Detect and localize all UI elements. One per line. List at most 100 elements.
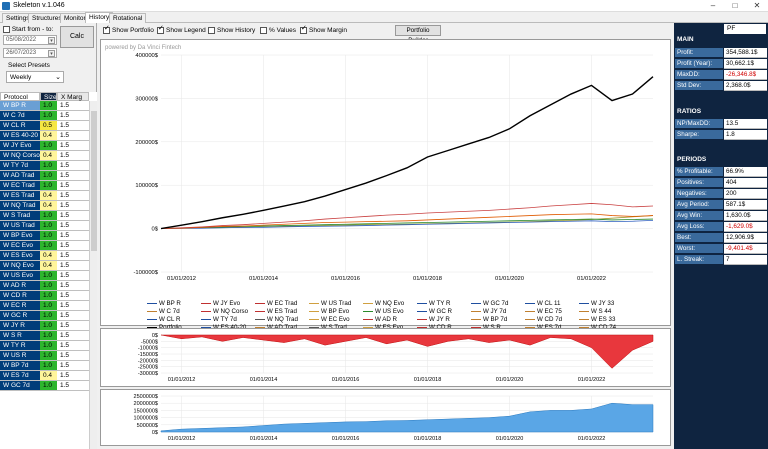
- table-row[interactable]: W ES Trad 0.4 1.5: [0, 191, 89, 201]
- protocol-cell[interactable]: W AD Trad: [0, 171, 40, 181]
- legend-item[interactable]: W S R: [471, 324, 501, 332]
- size-cell[interactable]: 1.0: [40, 141, 57, 151]
- legend-item[interactable]: W TY R: [417, 300, 450, 308]
- table-row[interactable]: W ES 7d 0.4 1.5: [0, 371, 89, 381]
- legend-item[interactable]: W JY 7d: [471, 308, 506, 316]
- xmarg-cell[interactable]: 1.5: [57, 101, 89, 111]
- minimize-icon[interactable]: –: [710, 1, 716, 10]
- table-row[interactable]: W AD Trad 1.0 1.5: [0, 171, 89, 181]
- calendar-dropdown-icon[interactable]: ▾: [48, 50, 55, 57]
- protocol-cell[interactable]: W CD R: [0, 291, 40, 301]
- size-cell[interactable]: 1.0: [40, 321, 57, 331]
- table-row[interactable]: W S R 1.0 1.5: [0, 331, 89, 341]
- size-cell[interactable]: 1.0: [40, 281, 57, 291]
- protocol-cell[interactable]: W BP Evo: [0, 231, 40, 241]
- table-row[interactable]: W C 7d 1.0 1.5: [0, 111, 89, 121]
- protocol-cell[interactable]: W US Trad: [0, 221, 40, 231]
- pct-values-option[interactable]: % Values: [260, 27, 296, 34]
- start-from-checkbox[interactable]: [3, 26, 10, 33]
- table-row[interactable]: W US Evo 1.0 1.5: [0, 271, 89, 281]
- protocol-cell[interactable]: W EC R: [0, 301, 40, 311]
- size-cell[interactable]: 0.4: [40, 371, 57, 381]
- size-cell[interactable]: 1.0: [40, 171, 57, 181]
- legend-item[interactable]: W US Trad: [309, 300, 351, 308]
- table-row[interactable]: W ES 40-20 0.4 1.5: [0, 131, 89, 141]
- size-cell[interactable]: 1.0: [40, 241, 57, 251]
- xmarg-cell[interactable]: 1.5: [57, 131, 89, 141]
- legend-item[interactable]: W JY 33: [579, 300, 614, 308]
- xmarg-cell[interactable]: 1.5: [57, 111, 89, 121]
- legend-item[interactable]: W ES Evo: [363, 324, 403, 332]
- legend-item[interactable]: W US Evo: [363, 308, 404, 316]
- xmarg-cell[interactable]: 1.5: [57, 151, 89, 161]
- legend-item[interactable]: W BP 7d: [471, 316, 507, 324]
- protocol-cell[interactable]: W US Evo: [0, 271, 40, 281]
- size-cell[interactable]: 0.4: [40, 151, 57, 161]
- protocol-cell[interactable]: W TY 7d: [0, 161, 40, 171]
- xmarg-cell[interactable]: 1.5: [57, 211, 89, 221]
- xmarg-cell[interactable]: 1.5: [57, 331, 89, 341]
- protocol-cell[interactable]: W ES Trad: [0, 191, 40, 201]
- table-row[interactable]: W NQ Trad 0.4 1.5: [0, 201, 89, 211]
- legend-item[interactable]: W GC R: [417, 308, 452, 316]
- show-portfolio-checkbox[interactable]: [103, 27, 110, 34]
- legend-item[interactable]: W CL 11: [525, 300, 560, 308]
- protocol-cell[interactable]: W NQ Trad: [0, 201, 40, 211]
- protocol-cell[interactable]: W BP 7d: [0, 361, 40, 371]
- size-cell[interactable]: 1.0: [40, 211, 57, 221]
- protocol-cell[interactable]: W AD R: [0, 281, 40, 291]
- date-from-field[interactable]: 05/08/2022 ▾: [3, 35, 57, 45]
- start-from-option[interactable]: Start from - to:: [3, 26, 53, 33]
- size-cell[interactable]: 1.0: [40, 311, 57, 321]
- protocol-cell[interactable]: W GC 7d: [0, 381, 40, 391]
- legend-item[interactable]: W NQ Evo: [363, 300, 404, 308]
- portfolio-builder-button[interactable]: Portfolio Builder: [395, 25, 441, 44]
- table-row[interactable]: W TY 7d 1.0 1.5: [0, 161, 89, 171]
- table-row[interactable]: W ES Evo 0.4 1.5: [0, 251, 89, 261]
- size-cell[interactable]: 0.4: [40, 261, 57, 271]
- xmarg-cell[interactable]: 1.5: [57, 371, 89, 381]
- table-row[interactable]: W JY R 1.0 1.5: [0, 321, 89, 331]
- legend-item[interactable]: W ES 40-20: [201, 324, 246, 332]
- legend-item[interactable]: W EC Evo: [309, 316, 350, 324]
- xmarg-cell[interactable]: 1.5: [57, 381, 89, 391]
- size-cell[interactable]: 1.0: [40, 181, 57, 191]
- size-cell[interactable]: 1.0: [40, 111, 57, 121]
- column-header-size[interactable]: Size: [40, 92, 57, 101]
- tab-rotational[interactable]: Rotational: [109, 13, 147, 23]
- size-cell[interactable]: 1.0: [40, 101, 57, 111]
- protocol-cell[interactable]: W ES Evo: [0, 251, 40, 261]
- calc-button[interactable]: Calc: [60, 26, 94, 48]
- legend-item[interactable]: W NQ Trad: [255, 316, 298, 324]
- show-legend-checkbox[interactable]: [157, 27, 164, 34]
- xmarg-cell[interactable]: 1.5: [57, 181, 89, 191]
- protocol-cell[interactable]: W ES 7d: [0, 371, 40, 381]
- protocol-cell[interactable]: W BP R: [0, 101, 40, 111]
- presets-select[interactable]: Weekly ⌄: [6, 71, 64, 83]
- pf-selector[interactable]: PF: [724, 24, 766, 34]
- size-cell[interactable]: 0.4: [40, 201, 57, 211]
- size-cell[interactable]: 1.0: [40, 161, 57, 171]
- legend-item[interactable]: W BP R: [147, 300, 181, 308]
- protocol-cell[interactable]: W ES 40-20: [0, 131, 40, 141]
- legend-item[interactable]: W CL R: [147, 316, 180, 324]
- size-cell[interactable]: 1.0: [40, 331, 57, 341]
- protocol-cell[interactable]: W TY R: [0, 341, 40, 351]
- table-row[interactable]: W CL R 0.5 1.5: [0, 121, 89, 131]
- close-icon[interactable]: ✕: [753, 1, 761, 10]
- protocol-cell[interactable]: W S Trad: [0, 211, 40, 221]
- size-cell[interactable]: 1.0: [40, 221, 57, 231]
- legend-item[interactable]: Portfolio: [147, 324, 182, 332]
- legend-item[interactable]: W C 7d: [147, 308, 180, 316]
- show-margin-checkbox[interactable]: [300, 27, 307, 34]
- protocol-cell[interactable]: W C 7d: [0, 111, 40, 121]
- legend-item[interactable]: W ES 33: [579, 316, 615, 324]
- show-legend-option[interactable]: Show Legend: [157, 27, 206, 34]
- table-row[interactable]: W BP Evo 1.0 1.5: [0, 231, 89, 241]
- legend-item[interactable]: W CD R: [417, 324, 452, 332]
- protocol-cell[interactable]: W EC Trad: [0, 181, 40, 191]
- xmarg-cell[interactable]: 1.5: [57, 231, 89, 241]
- size-cell[interactable]: 0.4: [40, 131, 57, 141]
- table-row[interactable]: W S Trad 1.0 1.5: [0, 211, 89, 221]
- legend-item[interactable]: W ES Trad: [255, 308, 297, 316]
